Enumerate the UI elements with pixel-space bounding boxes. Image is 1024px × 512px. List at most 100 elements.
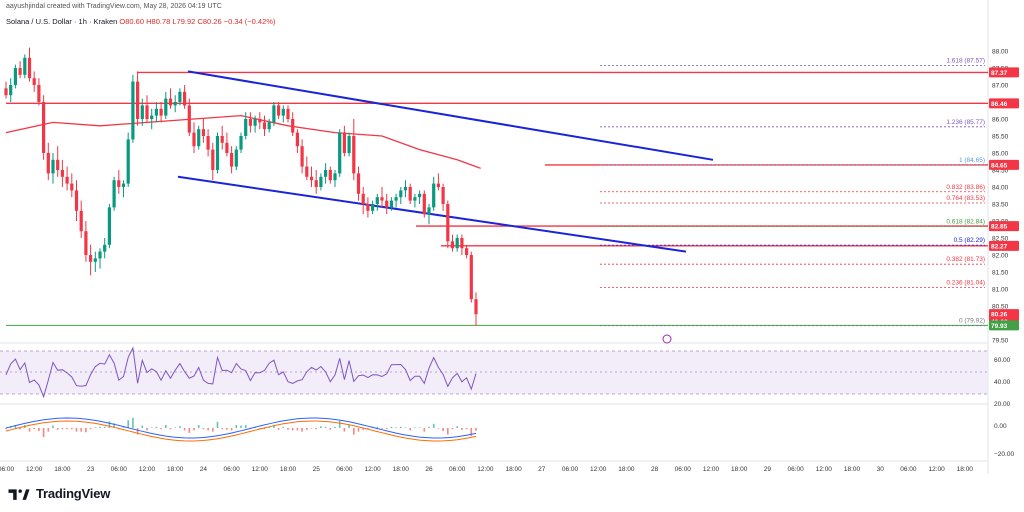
macd-histogram-bar: [202, 428, 205, 430]
price-axis-tick: 82.50: [992, 236, 1009, 243]
candle-body: [399, 190, 403, 198]
price-badge: [989, 98, 1019, 109]
candle-body: [4, 88, 8, 96]
macd-histogram-bar: [414, 427, 416, 428]
candle-body: [103, 244, 107, 252]
price-axis-tick: 80.50: [992, 304, 1009, 311]
candle-body: [183, 91, 187, 106]
price-badge: [989, 320, 1019, 331]
macd-axis-tick: 0.00: [994, 423, 1007, 430]
macd-histogram-bar: [226, 428, 228, 430]
candle-body: [371, 204, 375, 211]
time-axis-tick: 12:00: [816, 466, 833, 473]
fib-level-label: 0.764 (83.53): [946, 195, 985, 202]
candle-body: [140, 105, 144, 119]
channel-lower-line: [177, 175, 687, 253]
candle-body: [126, 139, 130, 184]
symbol-name[interactable]: Solana / U.S. Dollar · 1h · Kraken: [6, 17, 118, 26]
candle-body: [56, 159, 60, 170]
macd-histogram-bar: [155, 426, 158, 428]
time-axis-tick: 06:00: [562, 466, 579, 473]
macd-histogram-bar: [150, 427, 153, 428]
candle-body: [324, 170, 328, 177]
candle-body: [220, 136, 224, 143]
macd-histogram-bar: [461, 428, 463, 430]
macd-histogram-bar: [56, 428, 59, 430]
candle-body: [107, 207, 111, 245]
candle-body: [239, 136, 243, 150]
time-axis-tick: 18:00: [280, 466, 297, 473]
candle-body: [70, 183, 74, 191]
price-axis-tick: 82.00: [992, 253, 1009, 260]
candle-body: [408, 187, 412, 201]
ohlc-open: O80.60: [119, 17, 145, 26]
rsi-axis-tick: 60.00: [994, 357, 1011, 364]
rsi-line: [5, 346, 477, 399]
candle-body: [366, 204, 370, 211]
macd-histogram-bar: [353, 428, 355, 435]
candle-body: [253, 119, 257, 126]
price-axis-tick: 84.00: [992, 185, 1009, 192]
time-axis-tick: 29: [764, 466, 772, 473]
macd-histogram-bar: [324, 426, 327, 428]
candle-body: [13, 68, 17, 85]
time-axis-tick: 18:00: [54, 466, 71, 473]
time-axis-tick: 25: [313, 466, 321, 473]
candle-body: [385, 200, 389, 208]
macd-histogram-bar: [282, 426, 285, 428]
time-axis-tick: 12:00: [703, 466, 720, 473]
candle-body: [145, 105, 149, 119]
candle-body: [432, 183, 436, 208]
candle-body: [413, 197, 417, 201]
macd-histogram-bar: [320, 426, 322, 428]
candle-body: [117, 180, 121, 187]
candle-body: [352, 136, 356, 174]
candle-body: [46, 153, 50, 174]
candle-body: [192, 132, 196, 147]
symbol-legend: Solana / U.S. Dollar · 1h · Kraken O80.6…: [6, 17, 275, 26]
candle-body: [328, 170, 332, 181]
candle-body: [37, 85, 41, 102]
time-axis-tick: 18:00: [618, 466, 635, 473]
candle-body: [136, 81, 140, 119]
price-badge-label: 80.26: [991, 312, 1008, 319]
candle-body: [272, 105, 276, 123]
candle-body: [89, 255, 93, 262]
macd-histogram-bar: [456, 426, 458, 428]
candle-body: [333, 173, 337, 181]
fib-level-label: 0 (79.92): [959, 318, 985, 325]
macd-histogram-bar: [146, 428, 148, 431]
candle-body: [121, 183, 126, 187]
candle-body: [65, 176, 69, 184]
price-axis-tick: 83.50: [992, 202, 1009, 209]
macd-histogram-bar: [207, 428, 209, 431]
time-axis-tick: 12:00: [139, 466, 156, 473]
candle-body: [112, 180, 116, 208]
macd-histogram-bar: [141, 425, 144, 428]
price-axis-tick: 88.00: [992, 49, 1009, 56]
candle-body: [361, 193, 365, 204]
macd-histogram-bar: [75, 428, 78, 432]
macd-histogram-bar: [437, 428, 440, 429]
macd-histogram-bar: [165, 425, 167, 428]
macd-histogram-bar: [240, 425, 242, 428]
fib-level-label: 1.618 (87.57): [946, 58, 985, 65]
time-axis-tick: 18:00: [393, 466, 410, 473]
time-axis-tick: 06:00: [0, 466, 15, 473]
time-axis-tick: 30: [877, 466, 885, 473]
macd-histogram-bar: [301, 428, 303, 432]
macd-histogram-bar: [71, 428, 73, 430]
candle-body: [375, 197, 379, 204]
candle-body: [32, 78, 36, 85]
candle-body: [450, 241, 455, 249]
macd-histogram-bar: [5, 428, 7, 430]
price-badge: [989, 67, 1019, 78]
candle-body: [211, 149, 215, 170]
candle-body: [281, 108, 285, 116]
candle-body: [187, 105, 191, 133]
candle-body: [234, 149, 238, 167]
candle-body: [168, 98, 173, 106]
tradingview-brand: TradingView: [36, 486, 111, 501]
time-axis-tick: 06:00: [900, 466, 917, 473]
